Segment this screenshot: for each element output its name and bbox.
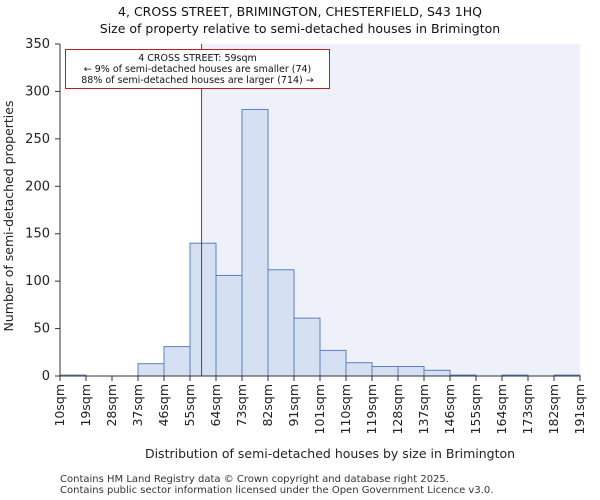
annotation-line1: 4 CROSS STREET: 59sqm [138,53,257,64]
y-tick-label: 350 [25,37,50,52]
x-tick-label: 146sqm [442,384,457,434]
x-tick-label: 55sqm [182,384,197,427]
histogram-bar [423,369,451,377]
histogram-bar [163,346,191,377]
x-axis-title: Distribution of semi-detached houses by … [145,446,515,461]
y-tick-label: 100 [25,274,50,289]
y-axis-title: Number of semi-detached properties [1,101,16,332]
y-tick-label: 50 [33,322,50,337]
chart-title-line1: 4, CROSS STREET, BRIMINGTON, CHESTERFIEL… [118,4,482,19]
histogram-bar [397,366,425,377]
histogram-bar [293,317,321,377]
histogram-bar [371,366,399,377]
annotation-line2: ← 9% of semi-detached houses are smaller… [83,64,312,75]
x-tick-label: 64sqm [208,384,223,427]
x-tick-label: 73sqm [234,384,249,427]
x-tick-label: 119sqm [364,384,379,434]
x-tick-label: 10sqm [52,384,67,427]
annotation-line3: 88% of semi-detached houses are larger (… [81,75,314,86]
property-annotation-box: 4 CROSS STREET: 59sqm ← 9% of semi-detac… [65,49,330,89]
y-tick-label: 0 [42,369,50,384]
x-tick-label: 191sqm [572,384,587,434]
y-tick-label: 150 [25,227,50,242]
footer-line2: Contains public sector information licen… [60,485,494,496]
x-tick-label: 110sqm [338,384,353,434]
x-tick-label: 91sqm [286,384,301,427]
histogram-bar [267,269,295,377]
x-tick-label: 155sqm [468,384,483,434]
footer-line1: Contains HM Land Registry data © Crown c… [60,474,449,485]
x-tick-label: 182sqm [546,384,561,434]
histogram-bar [137,363,165,377]
x-tick-label: 164sqm [494,384,509,434]
y-tick-label: 300 [25,84,50,99]
histogram-bar [345,362,373,377]
y-tick-label: 200 [25,179,50,194]
y-tick-label: 250 [25,132,50,147]
x-tick-label: 46sqm [156,384,171,427]
histogram-bar [189,242,217,377]
x-tick-label: 137sqm [416,384,431,434]
chart-title-line2: Size of property relative to semi-detach… [99,21,501,36]
x-tick-label: 173sqm [520,384,535,434]
x-tick-label: 37sqm [130,384,145,427]
x-tick-label: 82sqm [260,384,275,427]
x-tick-label: 19sqm [78,384,93,427]
histogram-bar [215,274,243,377]
histogram-bar [241,108,269,377]
histogram-bar [319,349,347,377]
x-tick-label: 28sqm [104,384,119,427]
x-tick-label: 128sqm [390,384,405,434]
x-tick-label: 101sqm [312,384,327,434]
